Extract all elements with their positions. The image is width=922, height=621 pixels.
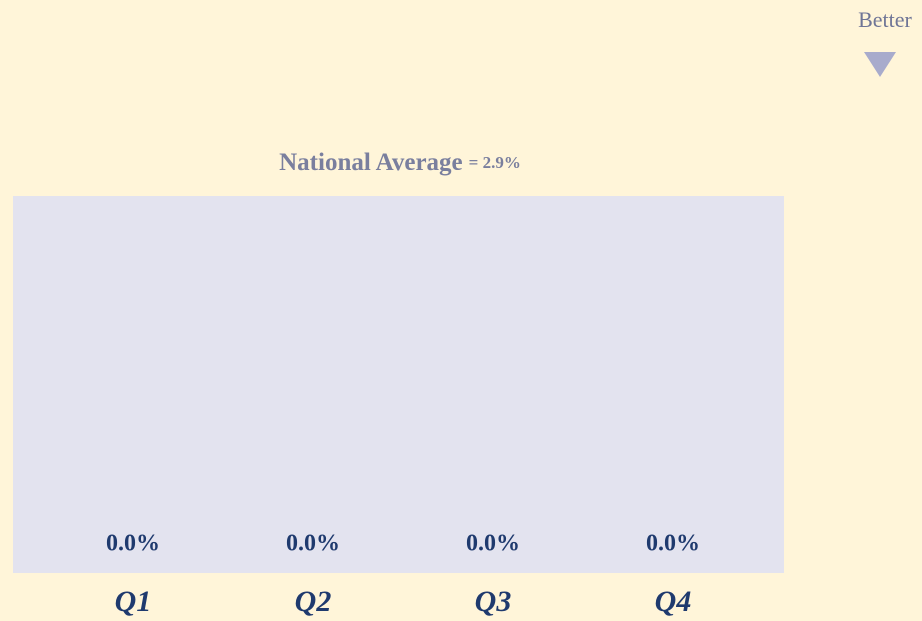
value-label: 0.0% xyxy=(646,531,700,557)
x-tick-label: Q4 xyxy=(655,585,692,618)
reference-area xyxy=(13,196,784,573)
reference-title: National Average = 2.9% xyxy=(279,149,521,176)
value-label: 0.0% xyxy=(286,531,340,557)
reference-value-label: = 2.9% xyxy=(469,153,521,172)
better-arrow xyxy=(864,52,896,77)
x-tick-label: Q2 xyxy=(295,585,332,618)
better-annotation: Better xyxy=(858,7,912,32)
x-tick-label: Q1 xyxy=(115,585,152,618)
x-tick-label: Q3 xyxy=(475,585,512,618)
value-label: 0.0% xyxy=(106,531,160,557)
reference-label: National Average xyxy=(279,149,463,176)
value-label: 0.0% xyxy=(466,531,520,557)
